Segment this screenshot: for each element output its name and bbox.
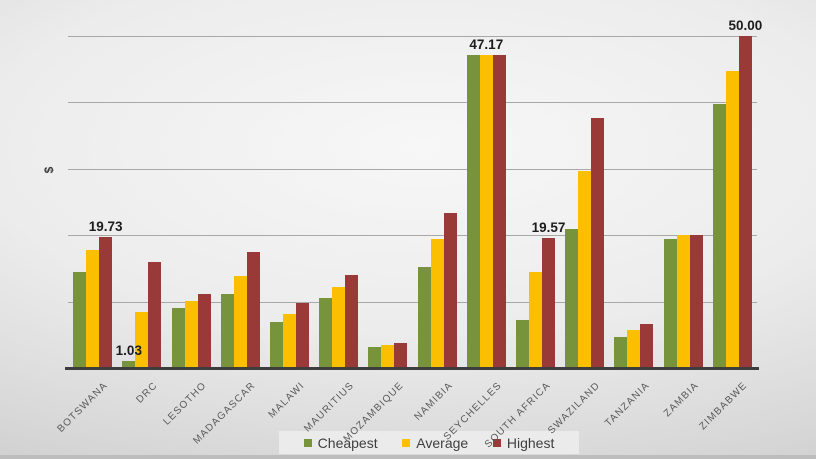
bar-cheapest bbox=[466, 54, 480, 368]
legend-label-highest: Highest bbox=[506, 434, 555, 451]
bar-average bbox=[282, 313, 296, 368]
gridline bbox=[68, 301, 757, 303]
bar-group bbox=[73, 36, 113, 368]
bar-highest bbox=[295, 302, 309, 368]
bottom-strip bbox=[0, 455, 816, 459]
bar-highest bbox=[542, 238, 556, 368]
data-label: 47.17 bbox=[469, 36, 504, 52]
bar-average bbox=[332, 287, 346, 368]
bar-average bbox=[381, 345, 395, 368]
bar-highest bbox=[99, 237, 113, 368]
bar-cheapest bbox=[73, 271, 87, 368]
gridline bbox=[68, 235, 757, 237]
bar-group bbox=[269, 36, 309, 368]
bar-highest bbox=[246, 252, 260, 368]
bar-highest bbox=[640, 323, 654, 368]
data-label: 50.00 bbox=[728, 18, 763, 33]
legend: Cheapest Average Highest bbox=[279, 431, 579, 454]
bar-average bbox=[184, 300, 198, 368]
data-label: 19.57 bbox=[531, 220, 566, 236]
bar-highest bbox=[689, 235, 703, 368]
legend-item-cheapest: Cheapest bbox=[303, 434, 378, 451]
x-axis-label: MALAWI bbox=[266, 380, 308, 421]
x-axis-label: ZAMBIA bbox=[661, 380, 701, 420]
bar-highest bbox=[345, 275, 359, 368]
x-axis-label: SWAZILAND bbox=[546, 380, 603, 437]
gridline bbox=[68, 102, 757, 104]
x-axis-line bbox=[65, 367, 759, 370]
bar-group bbox=[220, 36, 260, 368]
bar-highest bbox=[738, 36, 752, 368]
data-label: 1.03 bbox=[115, 343, 142, 359]
x-axis-labels: BOTSWANA DRC LESOTHO MADAGASCAR MALAWI MAURIT… bbox=[56, 374, 757, 450]
bar-average bbox=[627, 330, 641, 368]
bar-highest bbox=[492, 54, 506, 368]
bar-average bbox=[725, 71, 739, 368]
x-axis-label: MAURITIUS bbox=[302, 380, 357, 435]
bar-group bbox=[516, 36, 556, 368]
bar-average bbox=[233, 276, 247, 368]
bar-cheapest bbox=[171, 308, 185, 368]
bar-cheapest bbox=[269, 321, 283, 368]
bar-highest bbox=[591, 118, 605, 368]
bar-highest bbox=[197, 294, 211, 368]
data-label: 19.73 bbox=[88, 218, 123, 234]
bar-group bbox=[663, 36, 703, 368]
legend-label-average: Average bbox=[416, 434, 469, 451]
legend-label-cheapest: Cheapest bbox=[317, 434, 378, 451]
bar-average bbox=[479, 54, 493, 368]
bar-average bbox=[529, 271, 543, 368]
bar-average bbox=[676, 235, 690, 368]
average-swatch-icon bbox=[402, 438, 411, 447]
x-axis-label: TANZANIA bbox=[602, 380, 652, 430]
bar-average bbox=[430, 238, 444, 368]
x-axis-label: LESOTHO bbox=[161, 380, 209, 428]
bar-cheapest bbox=[614, 336, 628, 368]
highest-swatch-icon bbox=[492, 438, 501, 447]
bar-group bbox=[171, 36, 211, 368]
bar-average bbox=[578, 170, 592, 368]
bar-cheapest bbox=[663, 239, 677, 368]
bar-group bbox=[122, 36, 162, 368]
bar-group bbox=[319, 36, 359, 368]
bar-group bbox=[712, 36, 752, 368]
x-axis-label: ZIMBABWE bbox=[697, 380, 751, 433]
x-axis-label: NAMIBIA bbox=[412, 380, 455, 423]
x-axis-label: BOTSWANA bbox=[55, 380, 111, 435]
bar-cheapest bbox=[122, 361, 136, 368]
bar-group bbox=[614, 36, 654, 368]
bar-highest bbox=[394, 343, 408, 368]
bar-cheapest bbox=[417, 267, 431, 368]
bar-cheapest bbox=[565, 228, 579, 368]
plot-area: 19.73 1.03 47.17 19.57 50.00 bbox=[65, 18, 762, 370]
cheapest-swatch-icon bbox=[303, 438, 312, 447]
gridline bbox=[68, 168, 757, 170]
bar-average bbox=[86, 249, 100, 368]
x-axis-label: DRC bbox=[133, 380, 160, 406]
bar-group bbox=[565, 36, 605, 368]
bar-cheapest bbox=[368, 346, 382, 368]
bar-cheapest bbox=[516, 320, 530, 368]
bar-cheapest bbox=[712, 104, 726, 368]
bar-cheapest bbox=[220, 293, 234, 368]
bar-highest bbox=[443, 212, 457, 368]
bar-group bbox=[368, 36, 408, 368]
y-axis-title: $ bbox=[42, 166, 56, 174]
bar-group bbox=[466, 36, 506, 368]
bar-cheapest bbox=[319, 297, 333, 368]
bar-highest bbox=[148, 261, 162, 368]
bar-average bbox=[135, 312, 149, 368]
bar-group bbox=[417, 36, 457, 368]
gridline bbox=[68, 36, 757, 37]
legend-item-highest: Highest bbox=[492, 434, 555, 451]
legend-item-average: Average bbox=[402, 435, 468, 451]
